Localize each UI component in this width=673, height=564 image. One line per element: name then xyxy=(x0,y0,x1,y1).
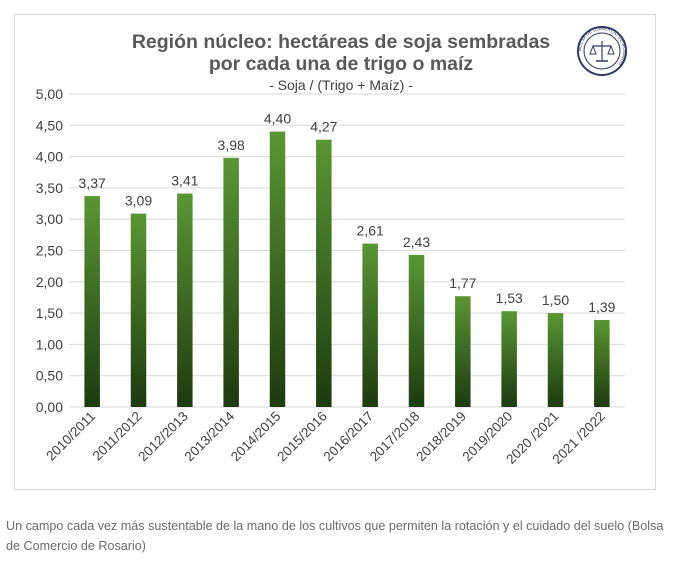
bar xyxy=(84,196,100,407)
data-label: 1,39 xyxy=(588,299,615,315)
data-label: 3,09 xyxy=(125,193,152,209)
data-label: 3,98 xyxy=(218,137,245,153)
chart-title-line-2: por cada una de trigo o maíz xyxy=(209,53,474,75)
y-tick-label: 4,00 xyxy=(36,149,63,165)
y-tick-label: 5,00 xyxy=(36,86,63,102)
bar xyxy=(362,243,378,407)
data-label: 4,27 xyxy=(310,119,337,135)
bar xyxy=(594,319,610,407)
data-label: 2,61 xyxy=(357,223,384,239)
bar xyxy=(269,131,286,407)
y-tick-label: 2,50 xyxy=(36,243,63,259)
data-label: 1,53 xyxy=(496,290,523,306)
bar xyxy=(455,296,471,407)
x-tick-label: 2010/2011 xyxy=(43,409,98,464)
data-label: 1,50 xyxy=(542,292,569,308)
bars xyxy=(84,131,610,407)
figure-caption: Un campo cada vez más sustentable de la … xyxy=(6,519,664,553)
data-labels: 3,37 3,09 3,41 3,98 4,40 4,27 2,61 2,43 1,77 1,53… xyxy=(79,111,616,315)
chart-subtitle: - Soja / (Trigo + Maíz) - xyxy=(269,77,413,93)
y-tick-label: 3,00 xyxy=(36,211,63,227)
y-axis-ticks: 0,00 0,50 1,00 1,50 2,00 2,50 3,00 3,50 4,00 4,50… xyxy=(36,86,63,415)
data-label: 4,40 xyxy=(264,111,291,127)
y-tick-label: 1,50 xyxy=(36,305,63,321)
x-axis-ticks: 2010/20112011/20122012/20132013/20142014… xyxy=(43,408,608,467)
data-label: 3,37 xyxy=(79,175,106,191)
chart-title-line-1: Región núcleo: hectáreas de soja sembrad… xyxy=(132,31,550,53)
y-tick-label: 3,50 xyxy=(36,180,63,196)
gridlines xyxy=(69,93,625,408)
data-label: 3,41 xyxy=(171,173,198,189)
y-tick-label: 0,00 xyxy=(36,399,63,415)
bar xyxy=(223,157,239,407)
y-tick-label: 0,50 xyxy=(36,368,63,384)
y-tick-label: 4,50 xyxy=(36,117,63,133)
chart-frame: Región núcleo: hectáreas de soja sembrad… xyxy=(14,14,656,490)
chart-svg: Región núcleo: hectáreas de soja sembrad… xyxy=(36,26,627,467)
bar xyxy=(408,254,425,407)
bar xyxy=(130,213,147,407)
bar xyxy=(501,311,517,407)
bar xyxy=(177,193,193,407)
y-tick-label: 2,00 xyxy=(36,274,63,290)
y-tick-label: 1,00 xyxy=(36,336,63,352)
bar xyxy=(547,313,564,407)
bar xyxy=(316,139,332,407)
data-label: 1,77 xyxy=(449,275,476,291)
logo-seal-icon: BOLSA DE COMERCIO DE ROSARIO xyxy=(577,26,627,76)
data-label: 2,43 xyxy=(403,234,430,250)
